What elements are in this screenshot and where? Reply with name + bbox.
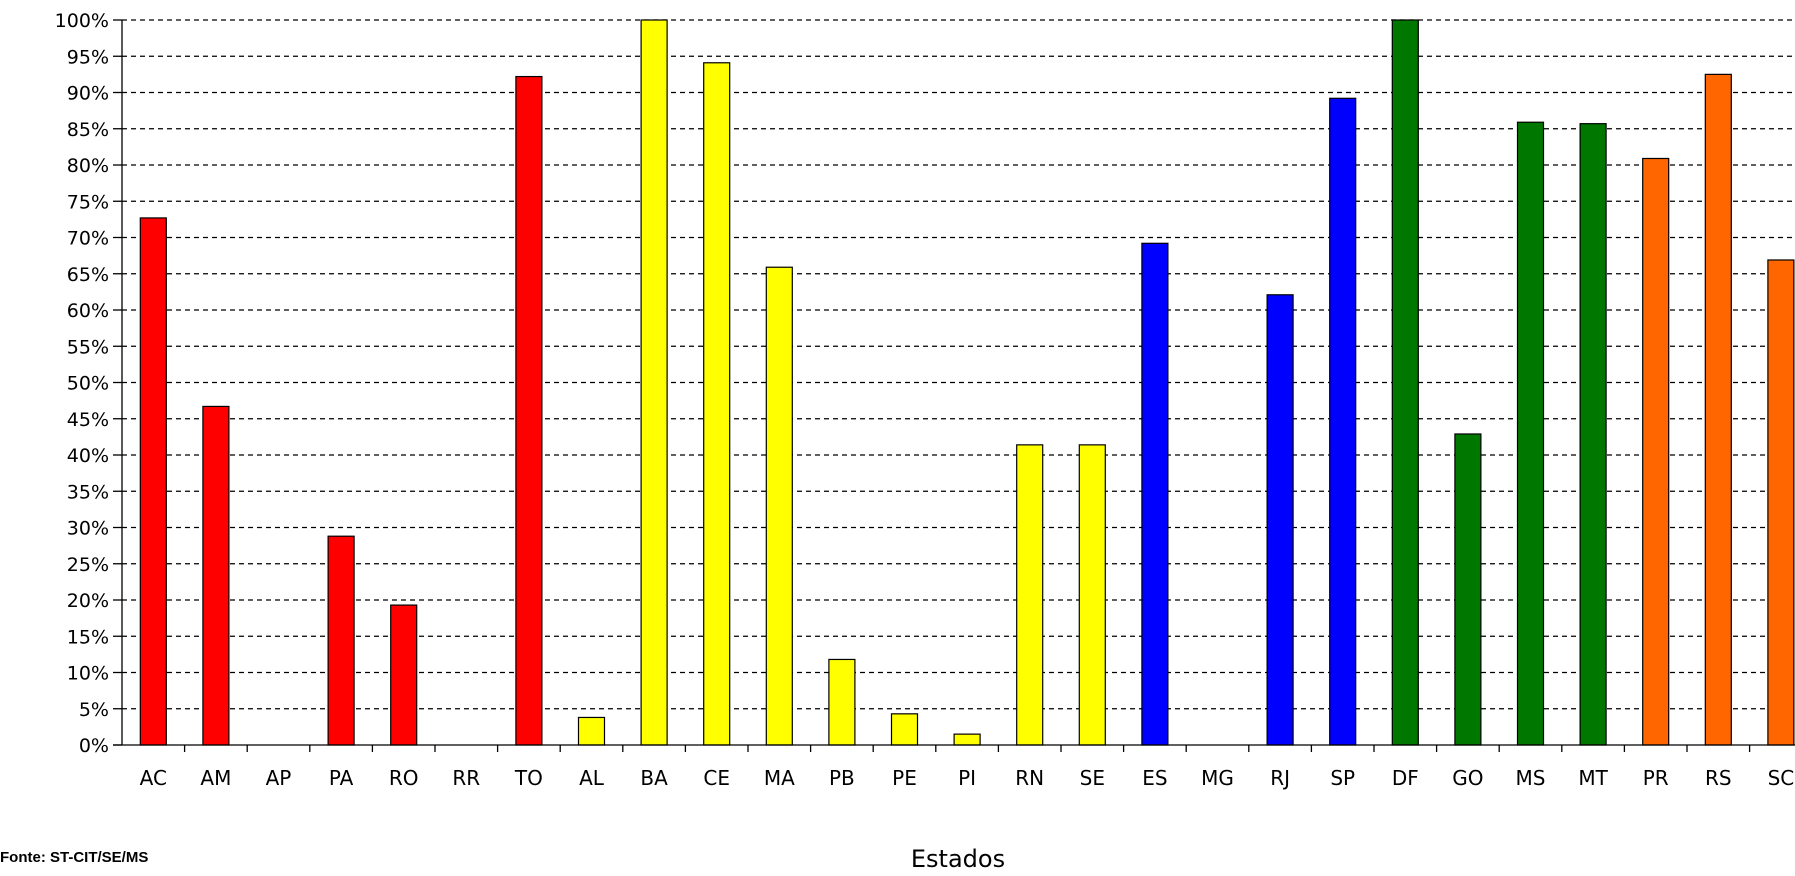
y-tick-label: 90%: [67, 83, 109, 105]
y-tick-label: 30%: [67, 518, 109, 540]
source-note: Fonte: ST-CIT/SE/MS: [0, 849, 149, 866]
y-tick-label: 60%: [67, 300, 109, 322]
x-tick-label-ap: AP: [266, 766, 292, 790]
x-tick-label-rr: RR: [452, 766, 480, 790]
y-tick-label: 35%: [67, 481, 109, 503]
x-tick-label-pb: PB: [829, 766, 855, 790]
x-tick-label-se: SE: [1080, 766, 1105, 790]
y-tick-label: 80%: [67, 155, 109, 177]
bar-mt: [1579, 123, 1607, 746]
y-tick-label: 50%: [67, 373, 109, 395]
y-tick-label: 85%: [67, 119, 109, 141]
x-tick-label-ac: AC: [140, 766, 167, 790]
x-tick-label-ro: RO: [389, 766, 419, 790]
y-tick-label: 25%: [67, 554, 109, 576]
x-tick-label-ce: CE: [703, 766, 730, 790]
y-tick-label: 10%: [67, 663, 109, 685]
x-tick-label-go: GO: [1452, 766, 1483, 790]
bar-ce: [703, 62, 731, 746]
bar-ma: [765, 266, 793, 746]
x-tick-label-pa: PA: [329, 766, 354, 790]
bar-rs: [1704, 73, 1732, 746]
y-tick-label: 0%: [79, 735, 109, 757]
bar-pe: [890, 713, 919, 746]
bar-al: [577, 716, 606, 746]
y-tick-label: 45%: [67, 409, 109, 431]
x-tick-label-mg: MG: [1201, 766, 1234, 790]
bar-pr: [1642, 157, 1670, 746]
x-tick-label-pe: PE: [892, 766, 917, 790]
y-tick-label: 95%: [67, 46, 109, 68]
bar-pb: [828, 658, 856, 746]
x-axis-title: Estados: [911, 845, 1005, 871]
x-tick-label-al: AL: [579, 766, 605, 790]
y-tick-label: 65%: [67, 264, 109, 286]
bar-df: [1391, 19, 1419, 746]
bar-pa: [327, 535, 355, 746]
y-tick-label: 15%: [67, 626, 109, 648]
bar-rn: [1016, 444, 1044, 746]
y-tick-label: 70%: [67, 228, 109, 250]
bar-es: [1141, 242, 1169, 746]
bar-pi: [953, 733, 981, 746]
x-tick-label-pr: PR: [1643, 766, 1669, 790]
x-tick-label-sc: SC: [1768, 766, 1795, 790]
x-tick-label-ma: MA: [764, 766, 795, 790]
bar-to: [515, 75, 543, 746]
x-tick-label-mt: MT: [1578, 766, 1608, 790]
bar-sc: [1767, 259, 1795, 746]
bar-ms: [1516, 121, 1545, 746]
x-tick-label-rn: RN: [1015, 766, 1044, 790]
y-tick-label: 20%: [67, 590, 109, 612]
y-tick-label: 100%: [55, 10, 109, 32]
x-tick-label-es: ES: [1142, 766, 1167, 790]
x-tick-label-am: AM: [200, 766, 231, 790]
x-tick-label-df: DF: [1392, 766, 1419, 790]
y-tick-label: 55%: [67, 336, 109, 358]
bar-am: [202, 405, 230, 746]
y-tick-label: 40%: [67, 445, 109, 467]
bar-sp: [1329, 97, 1357, 746]
bar-go: [1454, 433, 1482, 746]
x-tick-label-ms: MS: [1516, 766, 1546, 790]
bar-ac: [139, 217, 167, 746]
y-tick-label: 5%: [79, 699, 109, 721]
bar-rj: [1266, 294, 1294, 746]
bar-ro: [390, 604, 418, 746]
bar-ba: [640, 19, 668, 746]
x-tick-label-rs: RS: [1705, 766, 1732, 790]
bar-se: [1078, 444, 1106, 746]
x-tick-label-ba: BA: [640, 766, 668, 790]
y-tick-label: 75%: [67, 191, 109, 213]
x-tick-label-to: TO: [514, 766, 543, 790]
x-tick-label-rj: RJ: [1270, 766, 1290, 790]
x-tick-label-pi: PI: [958, 766, 976, 790]
x-tick-label-sp: SP: [1330, 766, 1355, 790]
